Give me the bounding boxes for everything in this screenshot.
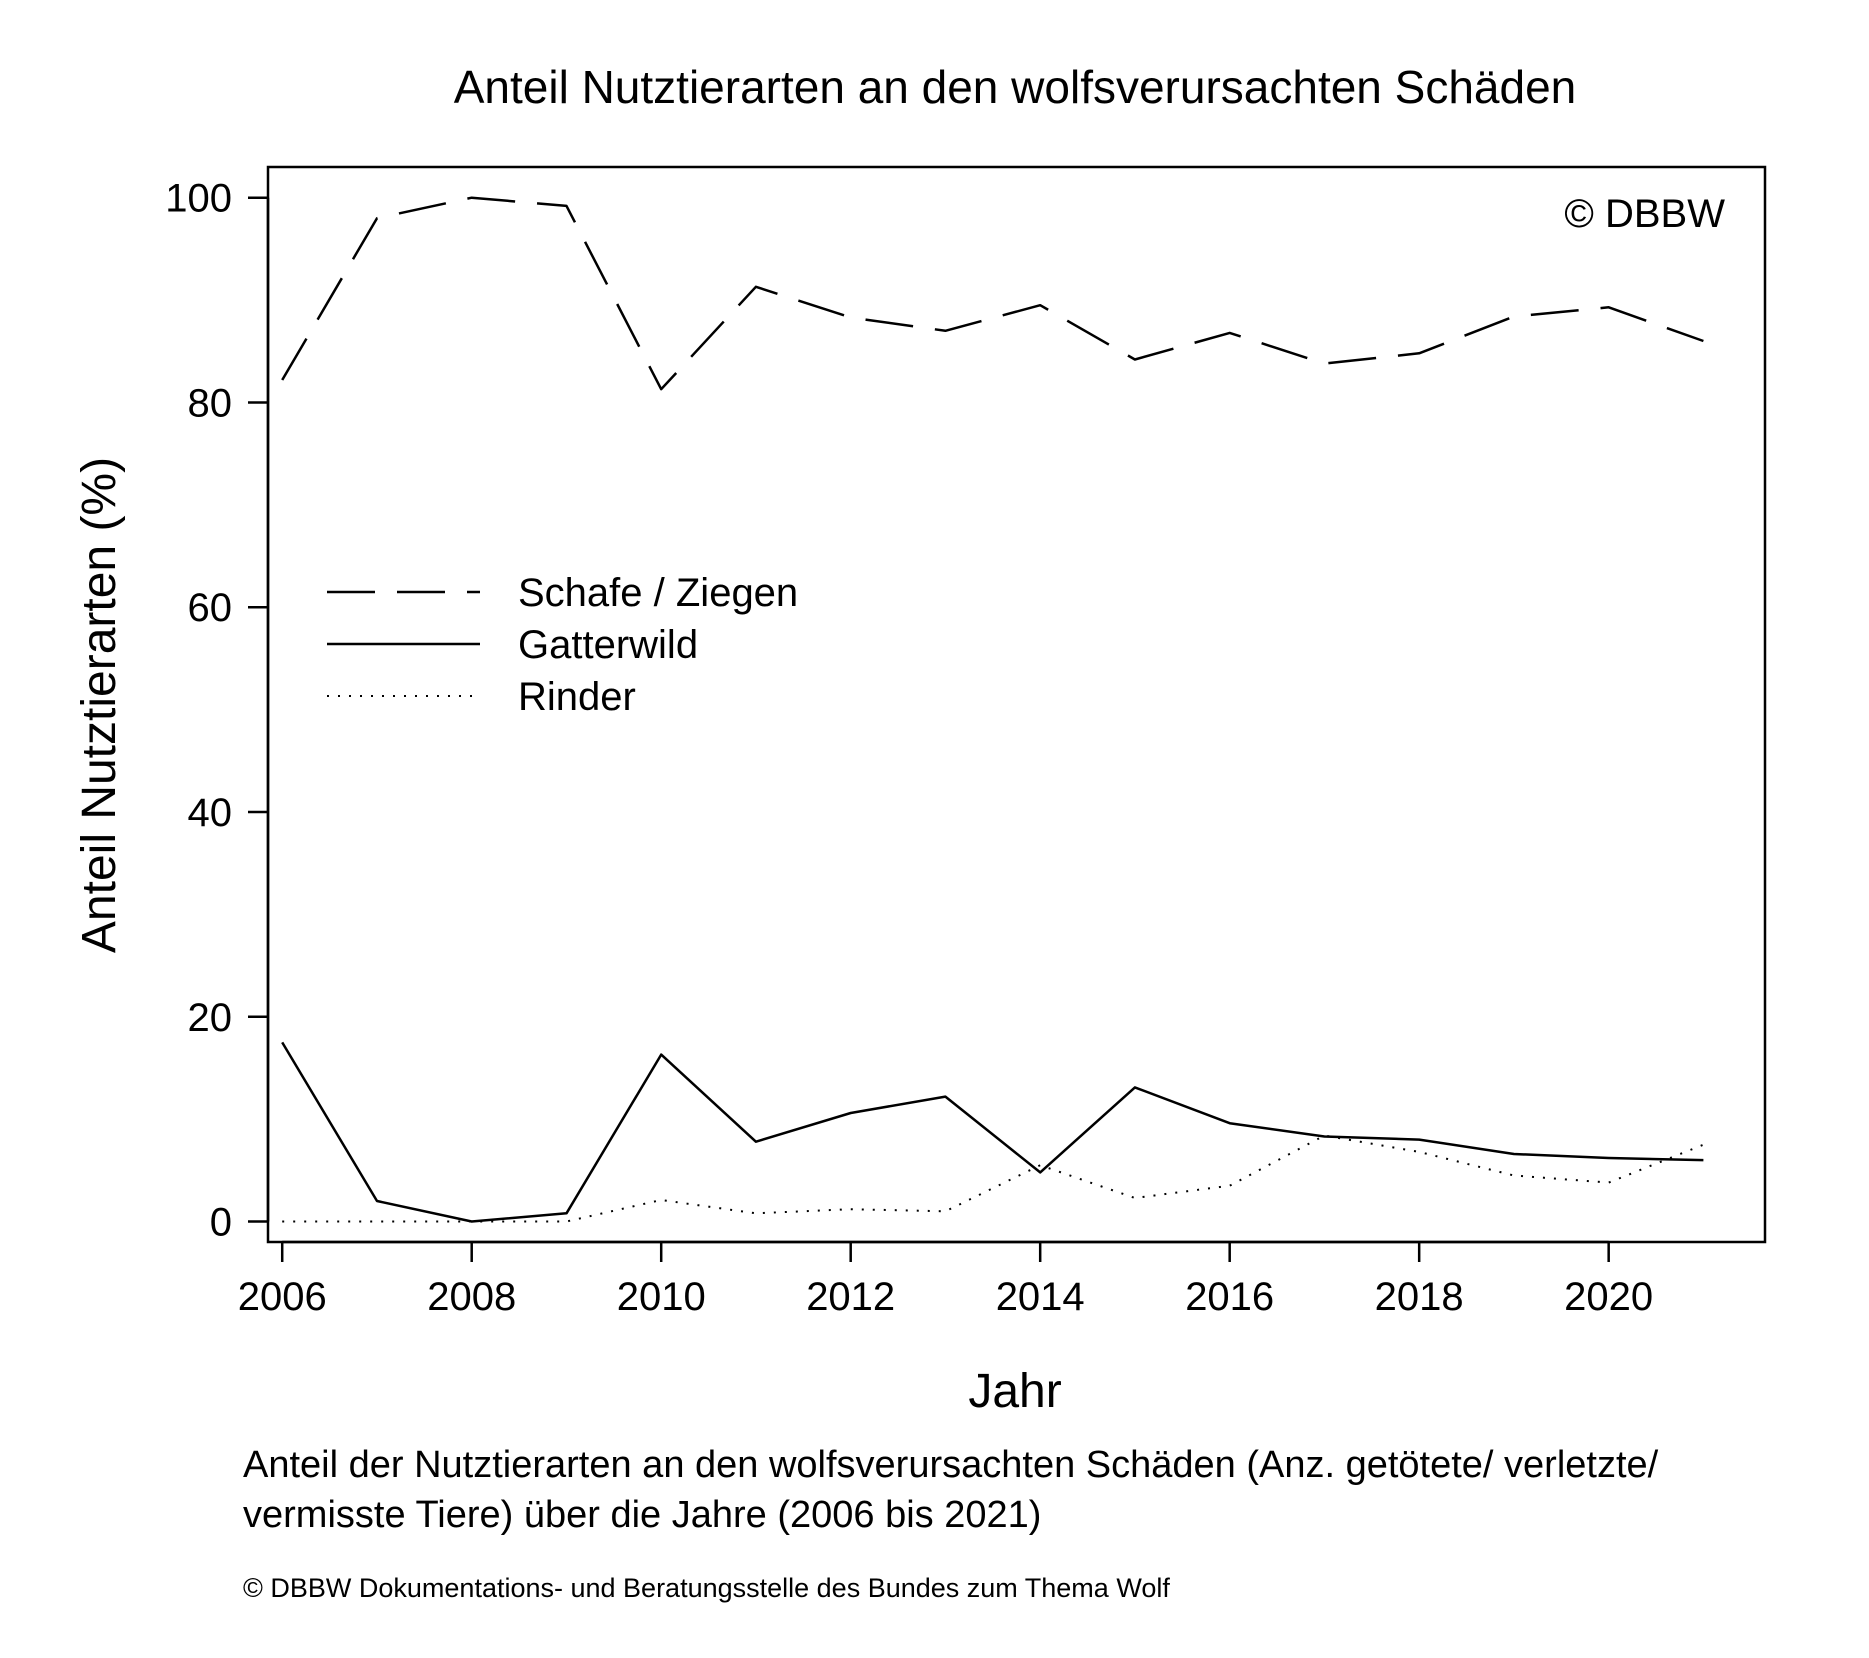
x-tick-label: 2018: [1375, 1275, 1464, 1319]
y-tick-label: 80: [188, 381, 233, 425]
y-tick-label: 100: [165, 177, 232, 221]
legend-label: Gatterwild: [518, 623, 698, 667]
y-axis-label: Anteil Nutztierarten (%): [73, 457, 126, 953]
legend-label: Rinder: [518, 675, 636, 719]
figure-caption: Anteil der Nutztierarten an den wolfsver…: [243, 1440, 1843, 1540]
series-lines: [281, 196, 1704, 1223]
legend-label: Schafe / Ziegen: [518, 571, 798, 615]
y-tick-label: 60: [188, 586, 233, 630]
plot-frame: [266, 165, 1767, 1244]
y-tick-label: 0: [210, 1201, 232, 1245]
x-tick-label: 2010: [617, 1275, 706, 1319]
source-credit: © DBBW Dokumentations- und Beratungsstel…: [243, 1573, 1170, 1603]
chart-title: Anteil Nutztierarten an den wolfsverursa…: [454, 61, 1577, 113]
y-axis: 0 20 40 60 80 100: [165, 177, 270, 1245]
series-line-schafe-ziegen: [281, 196, 1704, 391]
x-axis-label: Jahr: [968, 1365, 1061, 1418]
x-tick-label: 2020: [1564, 1275, 1653, 1319]
x-axis: 2006 2008 2010 2012 2014 2016 2018 2020: [238, 1240, 1653, 1319]
x-tick-label: 2016: [1185, 1275, 1274, 1319]
legend: Schafe / Ziegen Gatterwild Rinder: [327, 571, 798, 719]
x-tick-label: 2014: [996, 1275, 1085, 1319]
series-line-gatterwild: [281, 1041, 1704, 1223]
x-tick-label: 2006: [238, 1275, 327, 1319]
y-tick-label: 20: [188, 996, 233, 1040]
caption-line-2: vermisste Tiere) über die Jahre (2006 bi…: [243, 1494, 1042, 1536]
caption-line-1: Anteil der Nutztierarten an den wolfsver…: [243, 1444, 1659, 1486]
watermark: © DBBW: [1564, 192, 1725, 236]
series-line-rinder: [282, 1134, 1704, 1223]
x-tick-label: 2008: [427, 1275, 516, 1319]
x-tick-label: 2012: [806, 1275, 895, 1319]
y-tick-label: 40: [188, 791, 233, 835]
